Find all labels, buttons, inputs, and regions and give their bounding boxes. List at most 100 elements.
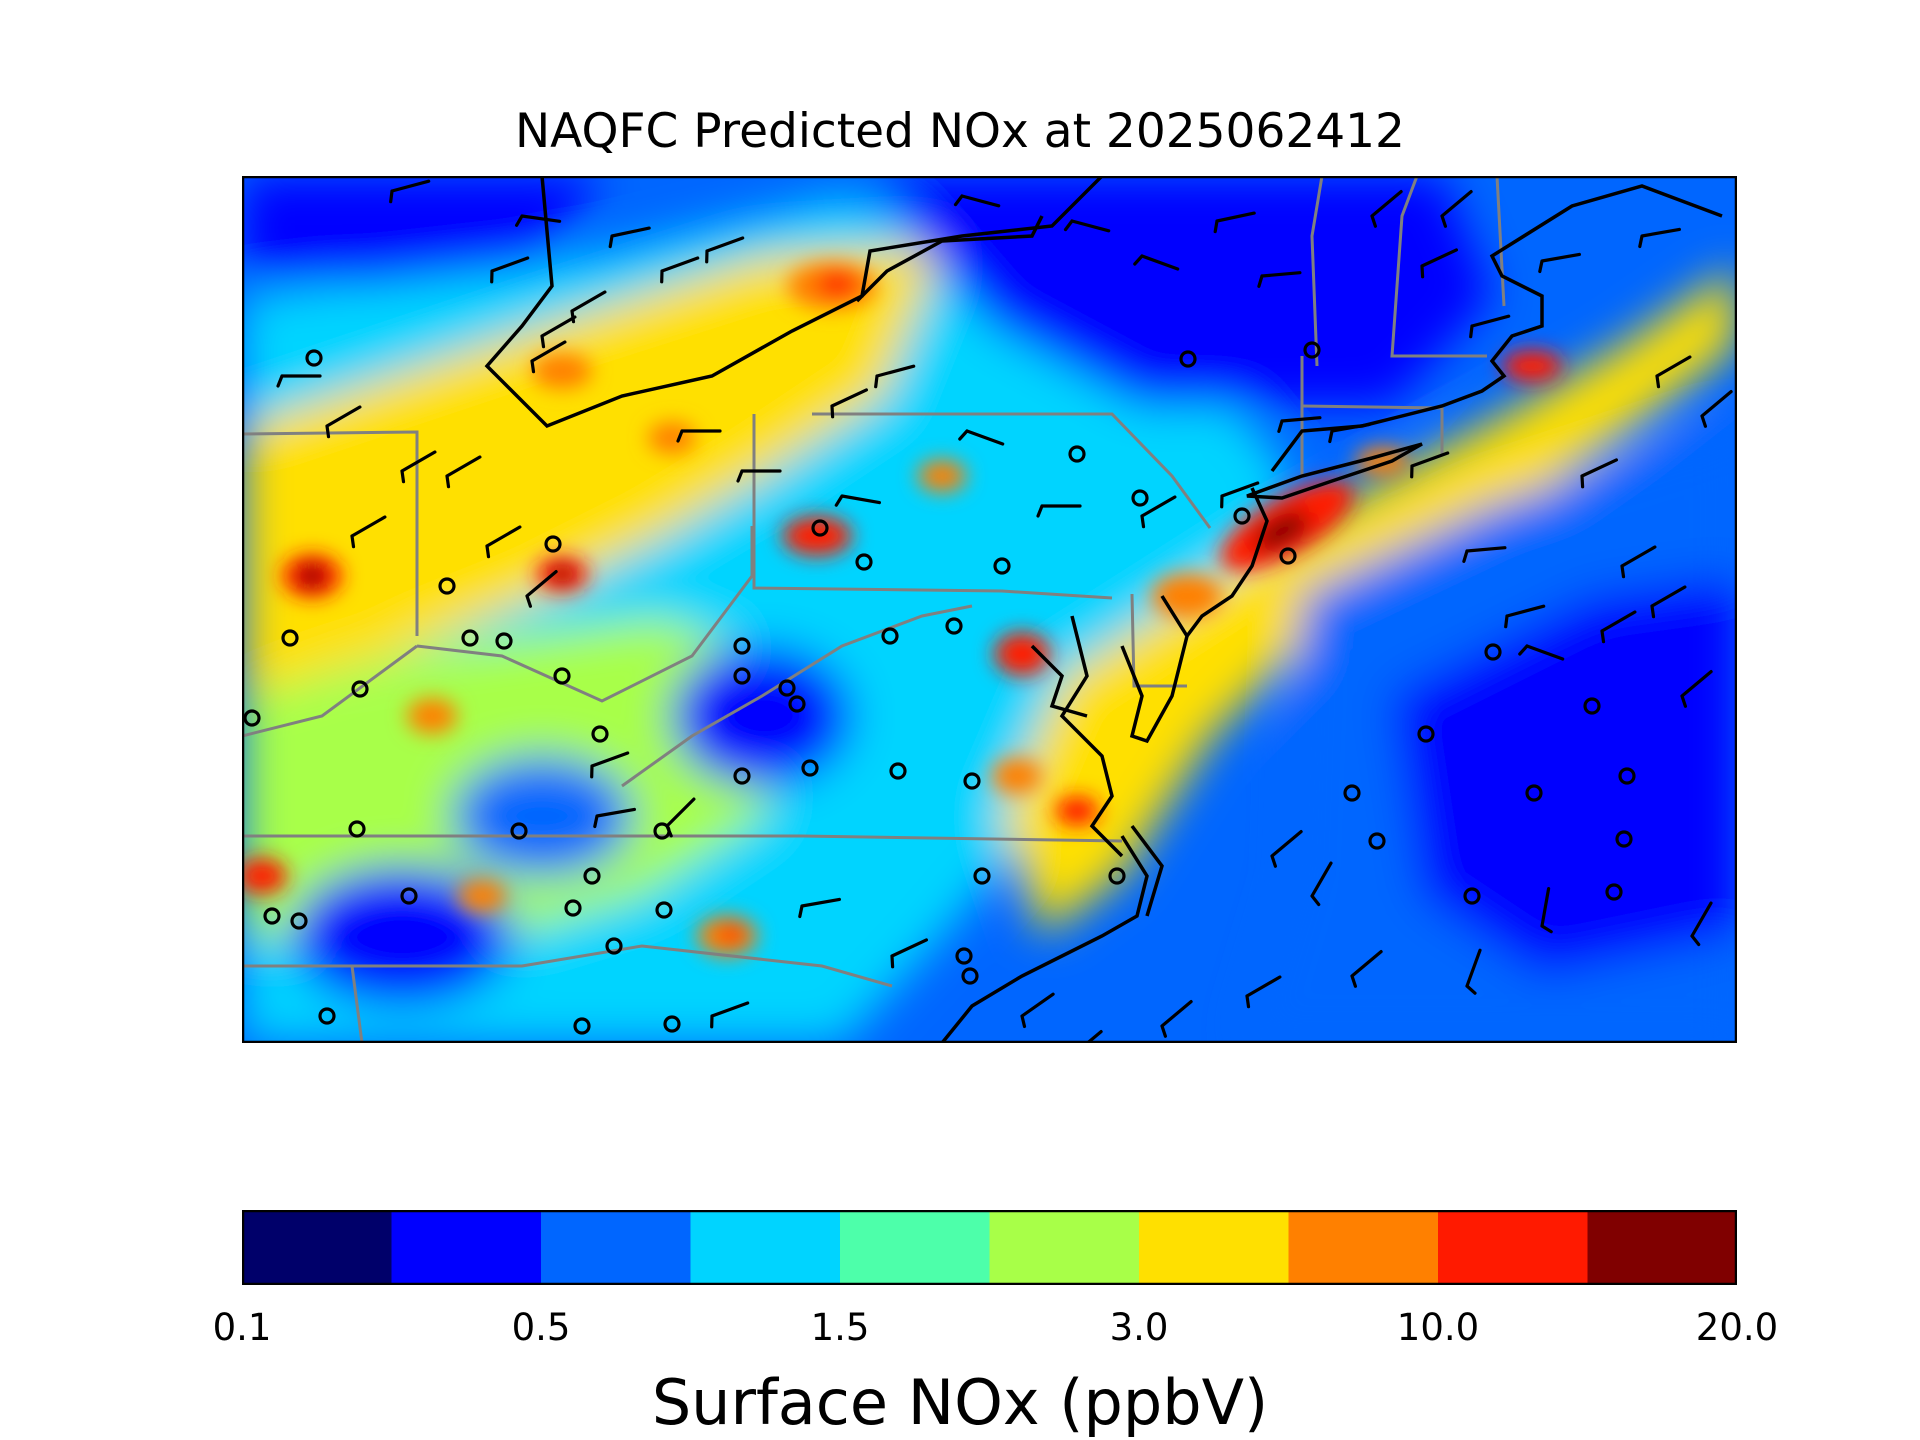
wind-barb <box>325 405 362 439</box>
monitor-site-marker <box>881 627 899 645</box>
wind-barb <box>389 179 431 204</box>
wind-barb <box>1690 901 1713 947</box>
monitor-site-marker <box>290 912 308 930</box>
monitor-site-marker <box>544 535 562 553</box>
state-boundary-ny-vt <box>1310 176 1324 367</box>
nox-hotspot-pittsburgh-core <box>550 565 574 583</box>
colorbar-tick-label-1: 0.5 <box>511 1306 571 1349</box>
colorbar-tick-label-3: 3.0 <box>1109 1306 1169 1349</box>
nox-hotspot-rochester <box>648 422 696 454</box>
monitor-site-marker <box>1615 830 1633 848</box>
monitor-site-marker <box>495 632 513 650</box>
wind-barb <box>1538 252 1581 274</box>
virginia-coast <box>940 835 1149 1043</box>
monitor-site-marker <box>778 679 796 697</box>
nox-hotspot-albany <box>918 460 966 492</box>
wind-barb <box>1220 481 1260 509</box>
monitor-site-marker <box>461 629 479 647</box>
monitor-site-marker <box>510 822 528 840</box>
colorbar-cell <box>840 1210 990 1285</box>
wind-barb <box>1160 1000 1193 1038</box>
wind-barb <box>1650 585 1687 619</box>
wind-barb <box>1020 992 1055 1029</box>
state-boundary-vt-nh <box>1390 176 1487 358</box>
monitor-site-marker <box>788 695 806 713</box>
wind-barb <box>1600 610 1637 644</box>
wind-barb <box>1462 546 1507 563</box>
monitor-site-marker <box>961 967 979 985</box>
colorbar-tick-label-2: 1.5 <box>810 1306 870 1349</box>
wind-barb <box>1465 948 1482 995</box>
colorbar-cell <box>1587 1210 1738 1285</box>
monitor-sites <box>243 341 1636 1035</box>
monitor-site-marker <box>1279 547 1297 565</box>
nox-hotspot-boston <box>1502 350 1562 382</box>
monitor-site-marker <box>1343 784 1361 802</box>
nox-hotspot-charleston <box>407 698 457 734</box>
wind-barb <box>1245 975 1282 1009</box>
colorbar-tick-label-5: 20.0 <box>1695 1306 1779 1349</box>
monitor-site-marker <box>963 772 981 790</box>
monitor-site-marker <box>351 680 369 698</box>
wind-barb <box>710 1001 750 1029</box>
potomac <box>1030 644 1088 718</box>
monitor-site-marker <box>591 725 609 743</box>
monitor-site-marker <box>1618 767 1636 785</box>
colorbar-label: Surface NOx (ppbV) <box>651 1366 1269 1439</box>
wind-barb <box>570 290 607 324</box>
wind-barb <box>676 429 722 443</box>
monitor-site-marker <box>889 762 907 780</box>
nox-region-ocean-low <box>1392 576 1737 976</box>
colorbar-cell <box>1288 1210 1439 1285</box>
state-boundary-oh-pa <box>242 430 419 636</box>
wind-barbs <box>276 179 1733 1043</box>
wind-barb <box>1700 390 1733 428</box>
northeast-coast <box>1270 184 1723 473</box>
colorbar-tick-label-0: 0.1 <box>212 1306 272 1349</box>
nox-hotspot-nyc-core <box>1255 511 1309 551</box>
wind-barb <box>798 897 841 919</box>
wind-barb <box>665 797 696 838</box>
state-boundary-nc-sc <box>242 944 893 988</box>
nox-hotspot-dc <box>994 632 1050 676</box>
nox-hotspot-richmond <box>992 758 1042 794</box>
wind-barb <box>953 194 1001 208</box>
lake-ontario-shore <box>855 215 1044 303</box>
state-boundary-wv-va <box>621 604 973 788</box>
nox-region-mountain-low <box>672 646 852 786</box>
lake-erie-shore <box>484 176 1104 429</box>
wind-barb <box>1504 604 1546 629</box>
colorbar-cell <box>1438 1210 1588 1285</box>
nox-map <box>242 176 1737 1043</box>
monitor-site-marker <box>733 767 751 785</box>
monitor-site-marker <box>955 947 973 965</box>
monitor-site-marker <box>655 901 673 919</box>
nox-region-south-low <box>292 866 512 1006</box>
state-boundary-ct-ma <box>1301 404 1444 456</box>
monitor-site-marker <box>1233 507 1251 525</box>
monitor-site-marker <box>1525 784 1543 802</box>
nox-hotspot-buffalo-core <box>817 272 857 296</box>
colorbar <box>241 1209 1738 1286</box>
wind-barb <box>1638 227 1681 249</box>
monitor-site-marker <box>348 820 366 838</box>
pamlico-sound <box>1130 824 1164 917</box>
wind-barb <box>350 515 387 549</box>
nox-hotspot-columbus-core <box>298 564 326 588</box>
colorbar-cell <box>391 1210 542 1285</box>
long-island <box>1246 442 1423 500</box>
wind-barb <box>525 570 558 608</box>
nox-region-north-low <box>862 176 1492 406</box>
state-boundary-ky <box>242 644 418 738</box>
wind-barb <box>958 429 1005 446</box>
nox-hotspot-kentucky <box>242 858 287 894</box>
wind-barb <box>1540 887 1553 934</box>
wind-barb <box>834 494 881 507</box>
map-frame <box>242 176 1737 1043</box>
state-boundary-tn <box>350 965 364 1043</box>
nox-region-nw-low <box>242 176 602 286</box>
wind-barb <box>1310 861 1333 907</box>
monitor-site-marker <box>1131 489 1149 507</box>
monitor-site-marker <box>1179 350 1197 368</box>
monitor-site-marker <box>438 577 456 595</box>
